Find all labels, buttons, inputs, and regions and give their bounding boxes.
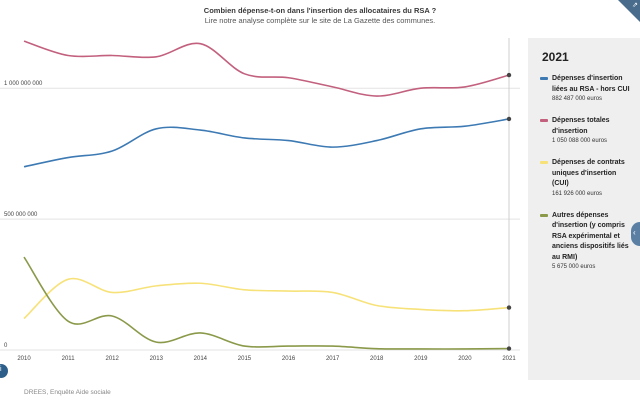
- chart-subtitle[interactable]: Lire notre analyse complète sur le site …: [204, 16, 436, 25]
- info-button[interactable]: i: [0, 364, 8, 378]
- x-tick-label: 2018: [370, 356, 384, 362]
- series-line-0: [23, 118, 510, 168]
- series-point-3: [506, 346, 512, 351]
- x-tick-label: 2019: [414, 356, 428, 362]
- series-line-3: [23, 256, 510, 350]
- info-icon[interactable]: i: [0, 366, 2, 373]
- x-tick-label: 2013: [150, 356, 164, 362]
- legend-item-name: Dépenses de contrats uniques d'insertion…: [552, 159, 625, 187]
- chart-header: Combien dépense-t-on dans l'insertion de…: [0, 6, 640, 26]
- series-line-1: [23, 40, 510, 97]
- legend-item-name: Dépenses d'insertion liées au RSA - hors…: [552, 75, 630, 93]
- x-tick-label: 2011: [62, 356, 76, 362]
- series-line-2: [23, 277, 510, 320]
- legend-swatch: [540, 119, 548, 122]
- legend-panel: 2021 Dépenses d'insertion liées au RSA -…: [528, 38, 640, 380]
- series-point-2: [506, 305, 512, 310]
- legend-item-autres[interactable]: Autres dépenses d'insertion (y compris R…: [540, 211, 630, 273]
- y-tick-label: 0: [4, 343, 8, 349]
- series-point-1: [506, 72, 512, 78]
- share-icon[interactable]: ⇗: [632, 2, 638, 9]
- x-tick-label: 2015: [238, 356, 252, 362]
- legend-item-totales[interactable]: Dépenses totales d'insertion 1 050 088 0…: [540, 116, 630, 146]
- legend-item-value: 882 487 000 euros: [552, 96, 603, 102]
- side-handle[interactable]: ‹: [631, 222, 640, 246]
- legend-item-value: 161 926 000 euros: [552, 190, 603, 197]
- legend-item-cui[interactable]: Dépenses de contrats uniques d'insertion…: [540, 158, 630, 199]
- legend-item-rsa-hors-cui[interactable]: Dépenses d'insertion liées au RSA - hors…: [540, 74, 630, 104]
- x-tick-label: 2016: [282, 356, 296, 362]
- legend-swatch: [540, 77, 548, 80]
- share-tab[interactable]: [618, 0, 640, 22]
- legend-item-name: Dépenses totales d'insertion: [552, 117, 610, 135]
- x-tick-label: 2012: [106, 356, 120, 362]
- legend-year: 2021: [542, 50, 569, 64]
- chart-title: Combien dépense-t-on dans l'insertion de…: [203, 6, 437, 15]
- legend-item-name: Autres dépenses d'insertion (y compris R…: [552, 211, 629, 261]
- x-tick-label: 2020: [458, 356, 472, 362]
- y-tick-label: 1 000 000 000: [4, 81, 43, 87]
- line-chart: 0 500 000 000 1 000 000 000 2010 2011 2012 201…: [0, 38, 520, 362]
- legend-swatch: [540, 161, 548, 164]
- legend-item-value: 5 675 000 euros: [552, 264, 596, 270]
- legend-list: Dépenses d'insertion liées au RSA - hors…: [540, 74, 630, 284]
- source-note: DREES, Enquête Aide sociale: [24, 389, 111, 396]
- x-tick-label: 2017: [326, 356, 340, 362]
- legend-swatch: [540, 213, 548, 217]
- x-tick-label: 2014: [194, 356, 208, 362]
- y-tick-label: 500 000 000: [4, 212, 38, 218]
- legend-item-value: 1 050 088 000 euros: [552, 138, 608, 144]
- x-tick-label: 2010: [17, 356, 31, 362]
- chevron-left-icon[interactable]: ‹: [633, 228, 636, 237]
- x-tick-label: 2021: [502, 356, 516, 362]
- series-point-0: [506, 116, 512, 122]
